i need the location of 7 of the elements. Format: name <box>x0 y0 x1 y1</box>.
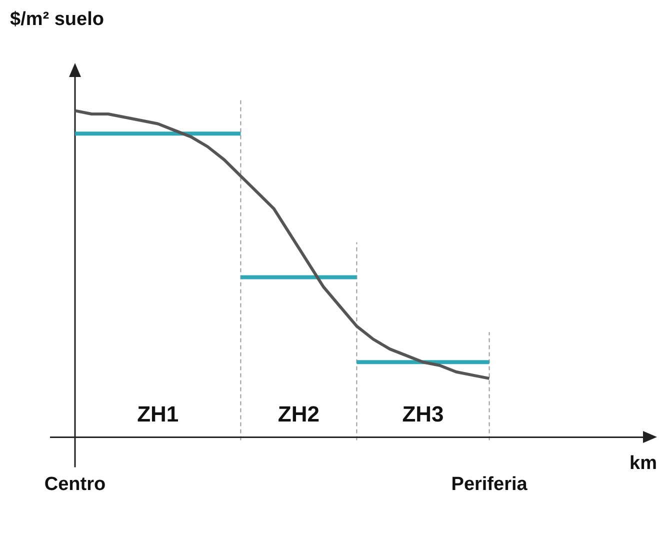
annotation: ZH3 <box>402 401 444 426</box>
y-axis-title: $/m² suelo <box>10 9 104 30</box>
x-axis-title: km <box>630 453 657 474</box>
x-tick-label: Centro <box>44 474 106 495</box>
x-tick-label: Periferia <box>451 474 528 495</box>
annotation: ZH2 <box>278 401 320 426</box>
annotation: ZH1 <box>137 401 179 426</box>
